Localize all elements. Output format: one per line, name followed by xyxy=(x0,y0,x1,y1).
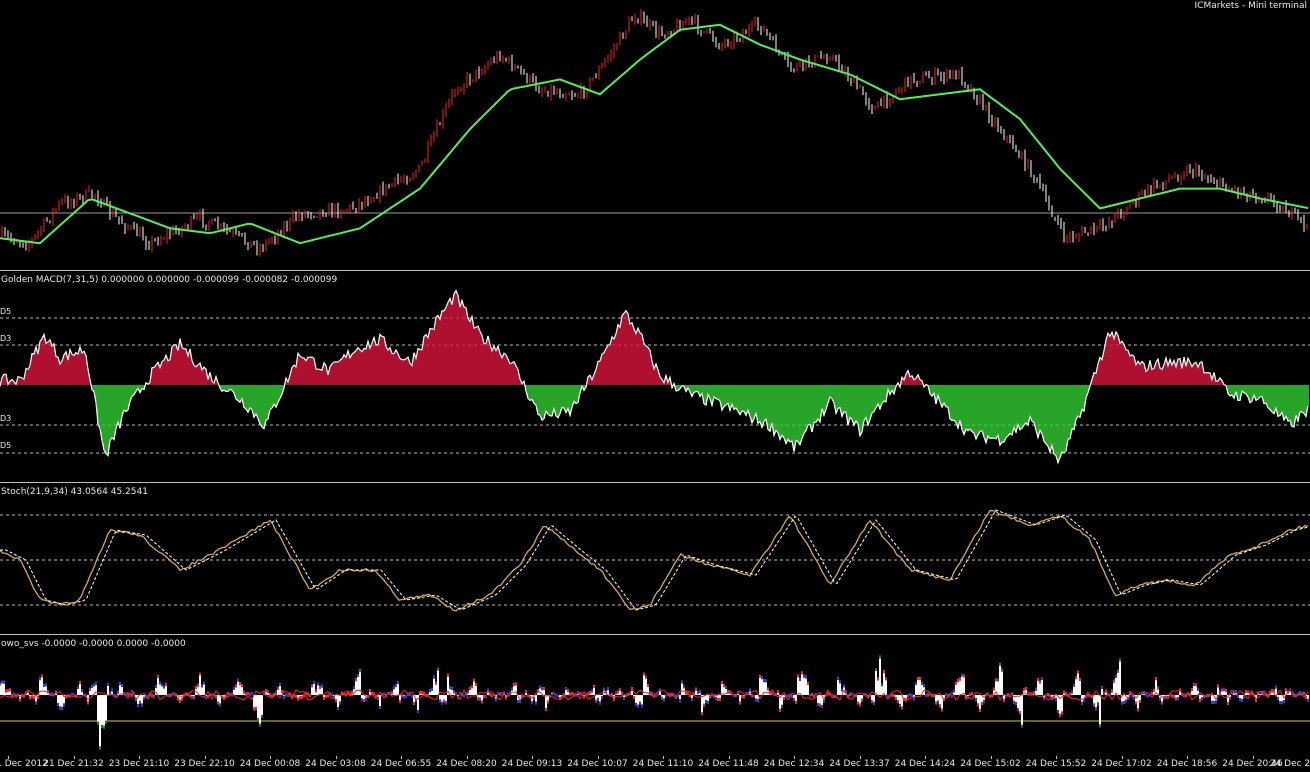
stoch-label: Stoch(21,9,34) 43.0564 45.2541 xyxy=(1,487,148,497)
time-axis-tick-label: 24 Dec 15:52 xyxy=(1025,759,1087,769)
time-axis-tickmark xyxy=(794,756,795,759)
time-axis-tickmark xyxy=(139,756,140,759)
time-axis-tick-label: 24 Dec 15:02 xyxy=(960,759,1021,769)
time-axis-tickmark xyxy=(1121,756,1123,759)
time-axis-tick-label: 24 Dec 08:20 xyxy=(436,759,497,769)
time-axis-tick-label: 24 Dec 11:10 xyxy=(632,759,694,769)
owo-label: owo_svs -0.0000 -0.0000 0.0000 -0.0000 xyxy=(1,639,186,649)
time-axis-tick-label: 24 Dec 10:07 xyxy=(567,759,628,769)
price-chart xyxy=(0,9,1310,257)
stoch-lines xyxy=(0,509,1310,612)
time-axis-tickmark xyxy=(859,756,861,759)
owo-panel[interactable]: owo_svs -0.0000 -0.0000 0.0000 -0.0000 xyxy=(0,637,1310,755)
macd-level-label: D5 xyxy=(0,307,12,316)
time-axis-tickmark xyxy=(401,756,402,759)
time-axis-tick-label: 1 Dec 2012 xyxy=(0,759,48,769)
time-axis-tickmark xyxy=(663,756,664,759)
time-axis-tickmark xyxy=(1056,756,1057,759)
time-axis-tickmark xyxy=(1252,756,1254,759)
time-axis-tick-label: 24 Dec 17:02 xyxy=(1091,759,1152,769)
time-axis-tickmark xyxy=(466,756,468,759)
time-axis-tickmark xyxy=(73,756,75,759)
price-chart-panel[interactable]: ICMarkets - Mini terminal xyxy=(0,0,1310,268)
time-axis-tick-label: 24 Dec 13:37 xyxy=(829,759,890,769)
panel-separator[interactable] xyxy=(0,634,1310,635)
time-axis-tickmark xyxy=(990,756,992,759)
time-axis-tick-label: 24 Dec 00:08 xyxy=(239,759,301,769)
time-axis-tick-label: 24 Dec 06:55 xyxy=(370,759,432,769)
time-axis-tickmark xyxy=(1187,756,1188,759)
stoch-panel[interactable]: Stoch(21,9,34) 43.0564 45.2541 xyxy=(0,485,1310,632)
time-axis-tickmark xyxy=(728,756,730,759)
macd-signal-line xyxy=(0,289,1309,465)
time-axis-tick-label: 24 Dec 18:56 xyxy=(1156,759,1218,769)
panel-separator[interactable] xyxy=(0,270,1310,271)
time-axis-tickmark xyxy=(8,756,9,759)
macd-level-label: D3 xyxy=(0,414,12,423)
owo-zero-zigzag xyxy=(0,688,1309,701)
time-axis-tick-label: 24 Dec 12:34 xyxy=(763,759,825,769)
stoch-signal-line xyxy=(0,509,1309,611)
time-axis-tick-label: 24 Dec 20:46 xyxy=(1222,759,1283,769)
time-axis-tick-label: 23 Dec 21:10 xyxy=(108,759,170,769)
macd-label: Golden MACD(7,31,5) 0.000000 0.000000 -0… xyxy=(1,275,338,285)
macd-panel[interactable]: Golden MACD(7,31,5) 0.000000 0.000000 -0… xyxy=(0,273,1310,480)
time-axis: 1 Dec 2012 21 Dec 21:32 23 Dec 21:10 23 Dec… xyxy=(0,756,1310,772)
time-axis-tick-label: 24 Dec 09:13 xyxy=(501,759,563,769)
time-axis-tick-label: 21 Dec 21:32 xyxy=(43,759,104,769)
time-axis-tick-label: 24 Dec 2 xyxy=(1269,759,1310,769)
time-axis-tick-label: 24 Dec 03:08 xyxy=(305,759,366,769)
time-axis-tickmark xyxy=(204,756,206,759)
macd-histogram xyxy=(0,289,1310,465)
macd-level-label: D5 xyxy=(0,441,12,450)
time-axis-tickmark xyxy=(925,756,926,759)
owo-oscillator xyxy=(0,655,1310,750)
panel-separator[interactable] xyxy=(0,482,1310,483)
time-axis-tickmark xyxy=(335,756,337,759)
time-axis-tickmark xyxy=(532,756,533,759)
time-axis-tick-label: 23 Dec 22:10 xyxy=(174,759,235,769)
moving-average-line xyxy=(0,23,1309,245)
time-axis-tick-label: 24 Dec 14:24 xyxy=(894,759,956,769)
time-axis-tickmark xyxy=(270,756,271,759)
window-title: ICMarkets - Mini terminal xyxy=(1194,1,1307,11)
macd-level-label: D3 xyxy=(0,334,12,343)
time-axis-tick-label: 24 Dec 11:48 xyxy=(698,759,759,769)
stoch-main-line xyxy=(0,509,1309,612)
time-axis-tickmark xyxy=(597,756,599,759)
